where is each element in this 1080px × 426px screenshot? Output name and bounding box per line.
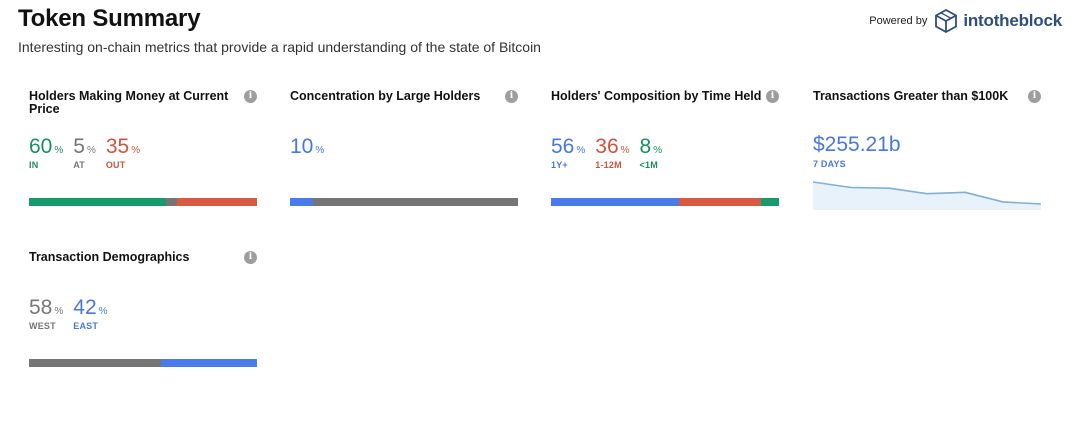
- metric-1-12m: 36% 1-12M: [595, 135, 630, 171]
- info-icon[interactable]: i: [766, 90, 779, 103]
- metric-lt-1m: 8% <1M: [639, 135, 663, 171]
- powered-by-link[interactable]: Powered by intotheblock: [869, 9, 1062, 33]
- metric-label: 1Y+: [551, 160, 568, 170]
- metric-label: AT: [73, 160, 85, 170]
- transactions-period-label: 7 DAYS: [813, 159, 846, 169]
- concentration-bar: [290, 198, 518, 206]
- metric-value: 60: [29, 135, 53, 158]
- card-title: Holders' Composition by Time Held: [551, 89, 762, 103]
- bar-segment-out: [177, 198, 257, 206]
- info-icon[interactable]: i: [505, 90, 518, 103]
- metric-in: 60% IN: [29, 135, 64, 171]
- metric-label: IN: [29, 160, 39, 170]
- card-title: Transactions Greater than $100K: [813, 89, 1009, 103]
- metric-label: 1-12M: [595, 160, 622, 170]
- metric-at: 5% AT: [73, 135, 96, 171]
- bar-segment-1y-plus: [551, 198, 679, 206]
- metric-concentration: 10%: [290, 136, 324, 158]
- card-concentration: Concentration by Large Holders i 10%: [290, 90, 520, 210]
- metric-out: 35% OUT: [105, 135, 141, 171]
- metric-value: 58: [29, 296, 53, 319]
- card-title: Holders Making Money at Current Price: [29, 89, 229, 116]
- metric-percent: %: [54, 306, 64, 317]
- bar-segment-at: [165, 198, 178, 206]
- bar-segment-1-12m: [678, 198, 761, 206]
- metric-percent: %: [131, 145, 141, 156]
- powered-by-label: Powered by: [869, 15, 928, 27]
- sparkline-area: [813, 182, 1041, 210]
- metric-east: 42% EAST: [73, 296, 108, 332]
- page-title: Token Summary: [18, 5, 201, 32]
- info-icon[interactable]: i: [244, 251, 257, 264]
- brand-name: intotheblock: [963, 11, 1062, 30]
- bar-segment-east: [161, 359, 257, 367]
- demographics-bar: [29, 359, 257, 367]
- metric-value: 35: [105, 135, 130, 158]
- card-large-transactions: Transactions Greater than $100K i $255.2…: [813, 90, 1043, 215]
- composition-bar: [551, 198, 779, 206]
- card-transaction-demographics: Transaction Demographics i 58% WEST 42% …: [29, 251, 259, 371]
- info-icon[interactable]: i: [244, 90, 257, 103]
- metric-label: EAST: [73, 321, 99, 331]
- card-holders-composition: Holders' Composition by Time Held i 56% …: [551, 90, 781, 210]
- card-title: Concentration by Large Holders: [290, 89, 481, 103]
- metric-label: WEST: [29, 321, 56, 331]
- metric-label: OUT: [105, 160, 126, 170]
- bar-segment-rest: [312, 198, 518, 206]
- metric-1y-plus: 56% 1Y+: [551, 135, 586, 171]
- bar-segment-lt-1m: [760, 198, 779, 206]
- metric-percent: %: [86, 145, 96, 156]
- transactions-sparkline: [813, 181, 1041, 210]
- info-icon[interactable]: i: [1028, 90, 1041, 103]
- metric-value: 10: [290, 135, 314, 158]
- card-title: Transaction Demographics: [29, 250, 190, 264]
- metric-percent: %: [54, 145, 64, 156]
- intotheblock-logo-icon: [935, 9, 958, 33]
- metric-value: 56: [551, 135, 575, 158]
- sparkline-line: [813, 181, 1041, 205]
- metric-percent: %: [620, 145, 630, 156]
- bar-segment-west: [29, 359, 162, 367]
- page-subtitle: Interesting on-chain metrics that provid…: [18, 39, 541, 55]
- metric-percent: %: [315, 145, 325, 156]
- metric-percent: %: [576, 145, 586, 156]
- bar-segment-large-holders: [290, 198, 313, 206]
- metric-label: <1M: [639, 160, 658, 170]
- transactions-value: $255.21b: [813, 133, 901, 156]
- card-holders-making-money: Holders Making Money at Current Price i …: [29, 90, 259, 210]
- bar-segment-in: [29, 198, 166, 206]
- metric-value: 36: [595, 135, 619, 158]
- metric-value: 42: [73, 296, 97, 319]
- metric-percent: %: [653, 145, 663, 156]
- metric-value: 8: [639, 135, 652, 158]
- metric-percent: %: [98, 306, 108, 317]
- metric-west: 58% WEST: [29, 296, 64, 332]
- metric-value: 5: [73, 135, 85, 158]
- holders-money-bar: [29, 198, 257, 206]
